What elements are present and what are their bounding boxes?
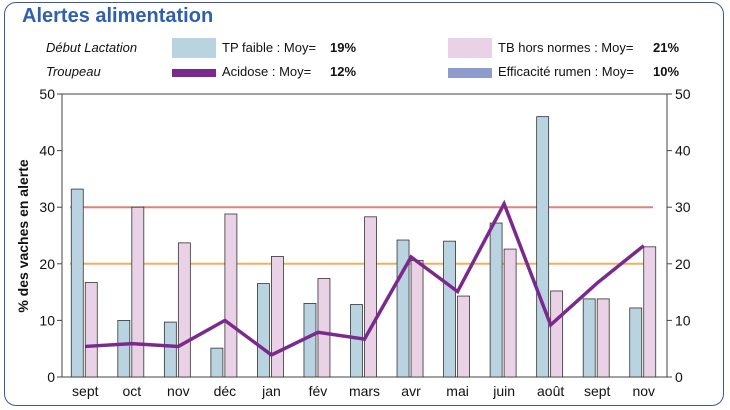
bar-tp-faible-1 xyxy=(117,319,131,378)
legend-value-tp-faible: 19% xyxy=(330,40,357,55)
y-tick-label-right: 30 xyxy=(675,199,691,215)
bar-tb-hors-normes-8 xyxy=(457,295,470,378)
y-tick-label-right: 40 xyxy=(675,143,691,159)
x-tick-label: oct xyxy=(122,383,141,399)
y-tick-label-right: 0 xyxy=(675,369,683,385)
y-tick-label-left: 0 xyxy=(47,369,55,385)
x-tick-label: mai xyxy=(446,383,469,399)
legend-swatch-acidose xyxy=(172,69,216,77)
bar-tb-hors-normes-9 xyxy=(503,248,517,378)
bar-tb-hors-normes-10 xyxy=(550,290,564,378)
line-acidose xyxy=(85,199,645,357)
bar-tp-faible-10 xyxy=(536,116,550,378)
y-tick-label-left: 30 xyxy=(39,199,55,215)
x-tick-label: mars xyxy=(349,383,380,399)
bar-tb-hors-normes-3 xyxy=(224,213,238,378)
bar-tp-faible-0 xyxy=(70,188,84,378)
chart-title: Alertes alimentation xyxy=(22,5,214,27)
bar-tb-hors-normes-7 xyxy=(410,260,424,378)
bar-tp-faible-2 xyxy=(163,321,177,378)
bar-tp-faible-5 xyxy=(303,303,317,378)
legend-swatch-efficacite-rumen xyxy=(448,68,492,78)
bar-tp-faible-4 xyxy=(257,283,270,378)
bar-tb-hors-normes-5 xyxy=(317,278,331,378)
y-axis-label: % des vaches en alerte xyxy=(15,159,31,313)
y-tick-label-left: 40 xyxy=(39,143,55,159)
legend-swatch-tb-hors-normes xyxy=(448,38,492,58)
x-tick-label: avr xyxy=(401,383,421,399)
bar-tp-faible-9 xyxy=(489,222,503,378)
y-tick-label-right: 10 xyxy=(675,312,691,328)
legend-group-herd: Troupeau xyxy=(46,64,101,79)
y-tick-label-left: 20 xyxy=(39,256,55,272)
bar-tp-faible-8 xyxy=(443,240,456,378)
bar-tp-faible-11 xyxy=(582,298,596,378)
y-tick-label-right: 50 xyxy=(675,86,691,102)
bar-tp-faible-6 xyxy=(350,304,363,378)
legend-value-efficacite-rumen: 10% xyxy=(653,64,680,79)
legend-label-tb-hors-normes: TB hors normes : Moy= xyxy=(498,40,634,55)
x-tick-label: juin xyxy=(492,383,515,399)
x-tick-label: nov xyxy=(167,383,190,399)
bar-tb-hors-normes-1 xyxy=(131,206,145,378)
bar-tp-faible-12 xyxy=(629,307,643,378)
x-tick-label: déc xyxy=(214,383,237,399)
y-tick-label-left: 50 xyxy=(39,86,55,102)
x-tick-label: août xyxy=(537,383,564,399)
legend-value-tb-hors-normes: 21% xyxy=(653,40,680,55)
bar-tb-hors-normes-4 xyxy=(271,256,284,378)
bar-tb-hors-normes-0 xyxy=(84,282,98,378)
bar-tb-hors-normes-2 xyxy=(177,242,191,378)
x-tick-label: sept xyxy=(584,383,611,399)
bar-tb-hors-normes-12 xyxy=(643,246,657,378)
x-tick-label: nov xyxy=(632,383,655,399)
legend-label-efficacite-rumen: Efficacité rumen : Moy= xyxy=(498,64,634,79)
bar-tb-hors-normes-6 xyxy=(364,216,377,378)
legend-value-acidose: 12% xyxy=(330,64,357,79)
legend-label-tp-faible: TP faible : Moy= xyxy=(222,40,317,55)
legend-swatch-tp-faible xyxy=(172,38,216,58)
bar-tb-hors-normes-11 xyxy=(596,298,610,378)
bar-tp-faible-3 xyxy=(210,347,224,378)
legend-group-start-lactation: Début Lactation xyxy=(46,40,138,55)
y-tick-label-right: 20 xyxy=(675,256,691,272)
x-tick-label: sept xyxy=(72,383,99,399)
legend-label-acidose: Acidose : Moy= xyxy=(222,64,312,79)
x-tick-label: jan xyxy=(261,383,281,399)
y-tick-label-left: 10 xyxy=(39,312,55,328)
x-tick-label: fév xyxy=(309,383,328,399)
